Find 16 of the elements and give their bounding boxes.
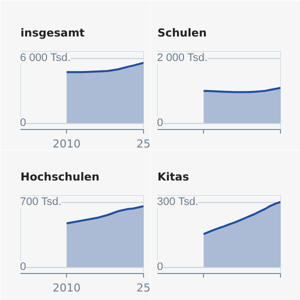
chart-title: Kitas	[158, 170, 190, 184]
chart-title: insgesamt	[20, 26, 85, 40]
y-tick-label: 6 000 Tsd.	[20, 52, 71, 64]
y-tick-label: 2 000 Tsd.	[157, 52, 208, 64]
x-tick-label: 25	[136, 138, 150, 150]
y-tick-label: 0	[20, 260, 26, 272]
chart-title: Hochschulen	[20, 170, 100, 184]
y-tick-label: 700 Tsd.	[20, 196, 62, 208]
y-tick-label: 0	[157, 116, 164, 128]
x-tick-label: 2010	[52, 282, 81, 294]
y-tick-label: 0	[20, 116, 26, 128]
x-tick-label: 2010	[52, 138, 81, 150]
y-tick-label: 300 Tsd.	[157, 196, 198, 208]
chart-title: Schulen	[158, 26, 207, 40]
x-tick-label: 25	[136, 282, 150, 294]
y-tick-label: 0	[157, 260, 164, 272]
